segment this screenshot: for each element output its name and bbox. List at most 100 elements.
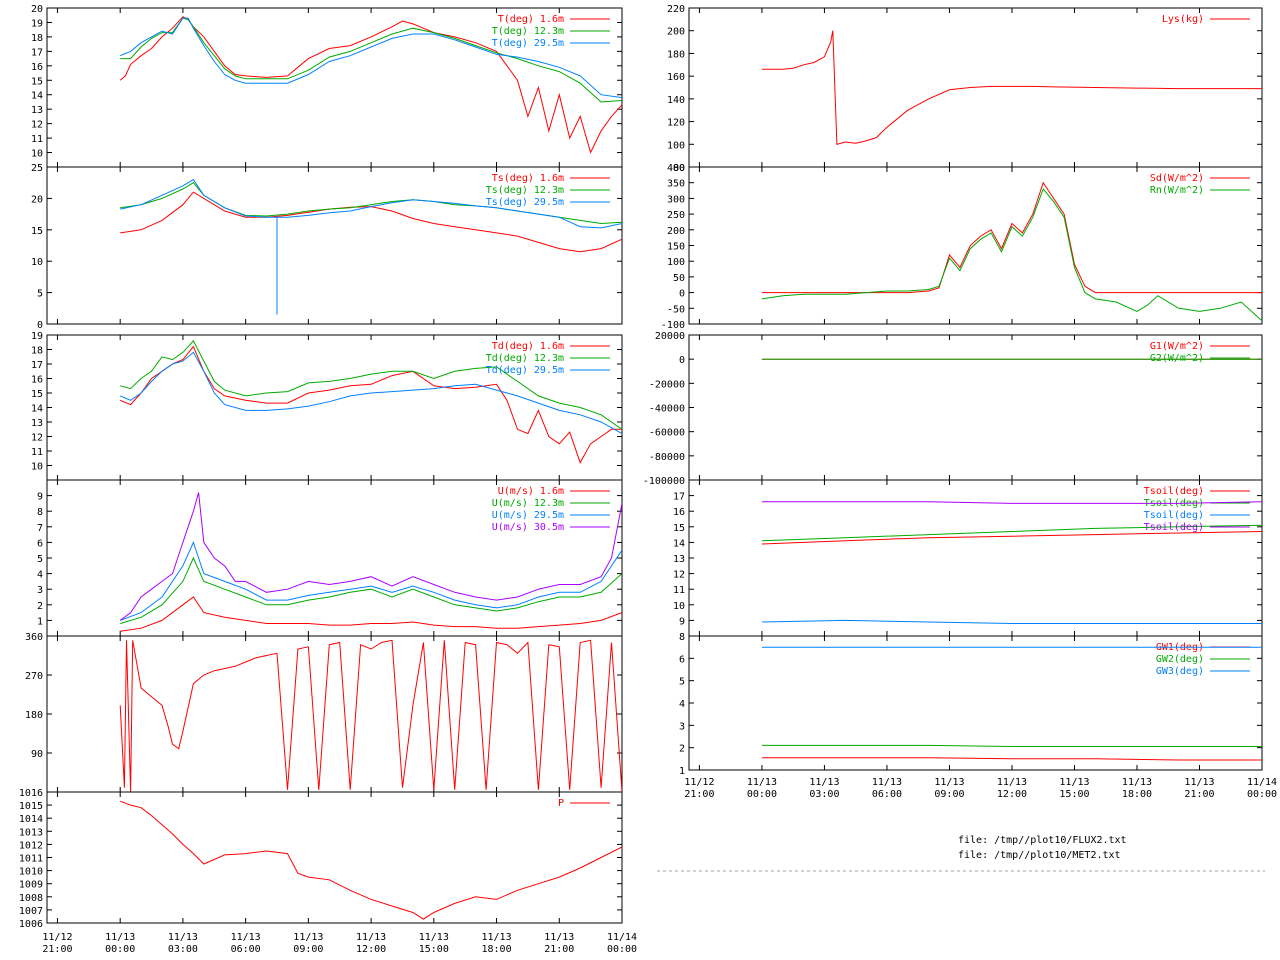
series-line-T-0 bbox=[119, 16, 622, 154]
x-tick-label-time: 09:00 bbox=[934, 789, 964, 800]
x-tick-label-date: 11/13 bbox=[231, 932, 261, 943]
y-tick-label: 18 bbox=[31, 33, 43, 44]
y-tick-label: -20000 bbox=[649, 379, 685, 390]
x-tick-label-date: 11/13 bbox=[1122, 777, 1152, 788]
series-line-T-2 bbox=[120, 17, 622, 99]
series-line-Lys-0 bbox=[761, 30, 1262, 145]
series-line-Tsoil-2 bbox=[761, 619, 1262, 624]
x-tick-label-date: 11/13 bbox=[105, 932, 135, 943]
series-line-Td-0 bbox=[120, 345, 622, 464]
y-tick-label: 5 bbox=[37, 554, 43, 565]
legend-label: Rn(W/m^2) bbox=[1150, 185, 1204, 196]
series-line-Ts-0 bbox=[120, 191, 622, 253]
y-tick-label: 16 bbox=[673, 507, 685, 518]
y-tick-label: 5 bbox=[679, 677, 685, 688]
y-tick-label: 15 bbox=[31, 389, 43, 400]
legend-label: Ts(deg) 12.3m bbox=[486, 185, 564, 196]
series-line-Tsoil-0 bbox=[761, 531, 1262, 545]
series-line-P-0 bbox=[120, 800, 622, 920]
y-tick-label: 18 bbox=[31, 346, 43, 357]
y-tick-label: 80 bbox=[673, 163, 685, 174]
y-tick-label: 12 bbox=[31, 433, 43, 444]
panel-Dir: 90 180 270 360 bbox=[25, 632, 623, 793]
y-tick-label: 6 bbox=[37, 538, 43, 549]
y-tick-label: 1013 bbox=[19, 827, 43, 838]
legend-label: P bbox=[558, 798, 564, 809]
x-tick-label-date: 11/13 bbox=[544, 932, 574, 943]
y-tick-label: 90 bbox=[31, 749, 43, 760]
y-tick-label: -50 bbox=[667, 304, 685, 315]
panel-frame bbox=[46, 791, 623, 924]
y-tick-label: 2 bbox=[679, 744, 685, 755]
x-tick-label-time: 09:00 bbox=[293, 944, 323, 955]
panel-Tsoil: 891011121314151617Tsoil(deg)Tsoil(deg)Ts… bbox=[673, 479, 1263, 643]
y-tick-label: 400 bbox=[667, 163, 685, 174]
y-tick-label: 13 bbox=[673, 554, 685, 565]
y-tick-label: 15 bbox=[673, 523, 685, 534]
x-tick-label-time: 15:00 bbox=[1059, 789, 1089, 800]
panel-frame bbox=[46, 635, 623, 793]
x-tick-label-time: 18:00 bbox=[1122, 789, 1152, 800]
x-tick-label-date: 11/12 bbox=[684, 777, 714, 788]
y-tick-label: 25 bbox=[31, 163, 43, 174]
y-tick-label: 12 bbox=[673, 570, 685, 581]
y-tick-label: 19 bbox=[31, 18, 43, 29]
legend-label: Td(deg) 1.6m bbox=[492, 341, 564, 352]
y-tick-label: 0 bbox=[679, 289, 685, 300]
y-tick-label: 1 bbox=[679, 766, 685, 777]
panel-frame bbox=[46, 166, 623, 325]
y-tick-label: 9 bbox=[37, 492, 43, 503]
legend-label: Td(deg) 29.5m bbox=[486, 365, 564, 376]
y-tick-label: 8 bbox=[679, 632, 685, 643]
series-line-GW-0 bbox=[761, 757, 1262, 761]
y-tick-label: 12 bbox=[31, 120, 43, 131]
y-tick-label: 200 bbox=[667, 27, 685, 38]
legend-label: U(m/s) 1.6m bbox=[498, 486, 564, 497]
series-line-Tsoil-1 bbox=[761, 524, 1262, 542]
y-tick-label: 10 bbox=[673, 601, 685, 612]
y-tick-label: 50 bbox=[673, 273, 685, 284]
x-tick-label-time: 00:00 bbox=[105, 944, 135, 955]
y-tick-label: 1012 bbox=[19, 840, 43, 851]
x-tick-label-date: 11/13 bbox=[1184, 777, 1214, 788]
legend-label: T(deg) 12.3m bbox=[492, 26, 564, 37]
x-tick-label-time: 00:00 bbox=[1247, 789, 1277, 800]
y-tick-label: 8 bbox=[37, 507, 43, 518]
panel-Lys: 80 100 120 140 160 180 200 220 Lys(kg) bbox=[667, 4, 1263, 174]
y-tick-label: 2 bbox=[37, 601, 43, 612]
x-tick-label-time: 15:00 bbox=[419, 944, 449, 955]
y-tick-label: 11 bbox=[31, 447, 43, 458]
y-tick-label: 9 bbox=[679, 616, 685, 627]
x-tick-label-date: 11/13 bbox=[419, 932, 449, 943]
y-tick-label: 150 bbox=[667, 242, 685, 253]
series-line-Td-1 bbox=[120, 339, 622, 430]
y-tick-label: 20 bbox=[31, 4, 43, 15]
y-tick-label: 100 bbox=[667, 257, 685, 268]
x-tick-label-time: 06:00 bbox=[872, 789, 902, 800]
y-tick-label: 7 bbox=[37, 523, 43, 534]
series-line-T-1 bbox=[120, 17, 622, 103]
y-tick-label: 1010 bbox=[19, 867, 43, 878]
x-tick-label-date: 11/13 bbox=[356, 932, 386, 943]
legend-label: Tsoil(deg) bbox=[1144, 522, 1204, 533]
x-tick-label-time: 12:00 bbox=[997, 789, 1027, 800]
y-tick-label: 1016 bbox=[19, 788, 43, 799]
legend-label: G1(W/m^2) bbox=[1150, 341, 1204, 352]
y-tick-label: 140 bbox=[667, 95, 685, 106]
y-tick-label: 120 bbox=[667, 118, 685, 129]
file-label-met: file: /tmp//plot10/MET2.txt bbox=[958, 850, 1121, 861]
series-line-Sd-1 bbox=[761, 188, 1262, 322]
y-tick-label: -40000 bbox=[649, 404, 685, 415]
series-line-U-3 bbox=[119, 492, 622, 621]
y-tick-label: -100 bbox=[661, 320, 685, 331]
y-tick-label: 17 bbox=[31, 47, 43, 58]
x-tick-label-date: 11/13 bbox=[934, 777, 964, 788]
x-tick-label-date: 11/13 bbox=[481, 932, 511, 943]
y-tick-label: 1 bbox=[37, 616, 43, 627]
y-tick-label: 250 bbox=[667, 210, 685, 221]
x-tick-label-time: 12:00 bbox=[356, 944, 386, 955]
x-tick-label-date: 11/13 bbox=[1059, 777, 1089, 788]
